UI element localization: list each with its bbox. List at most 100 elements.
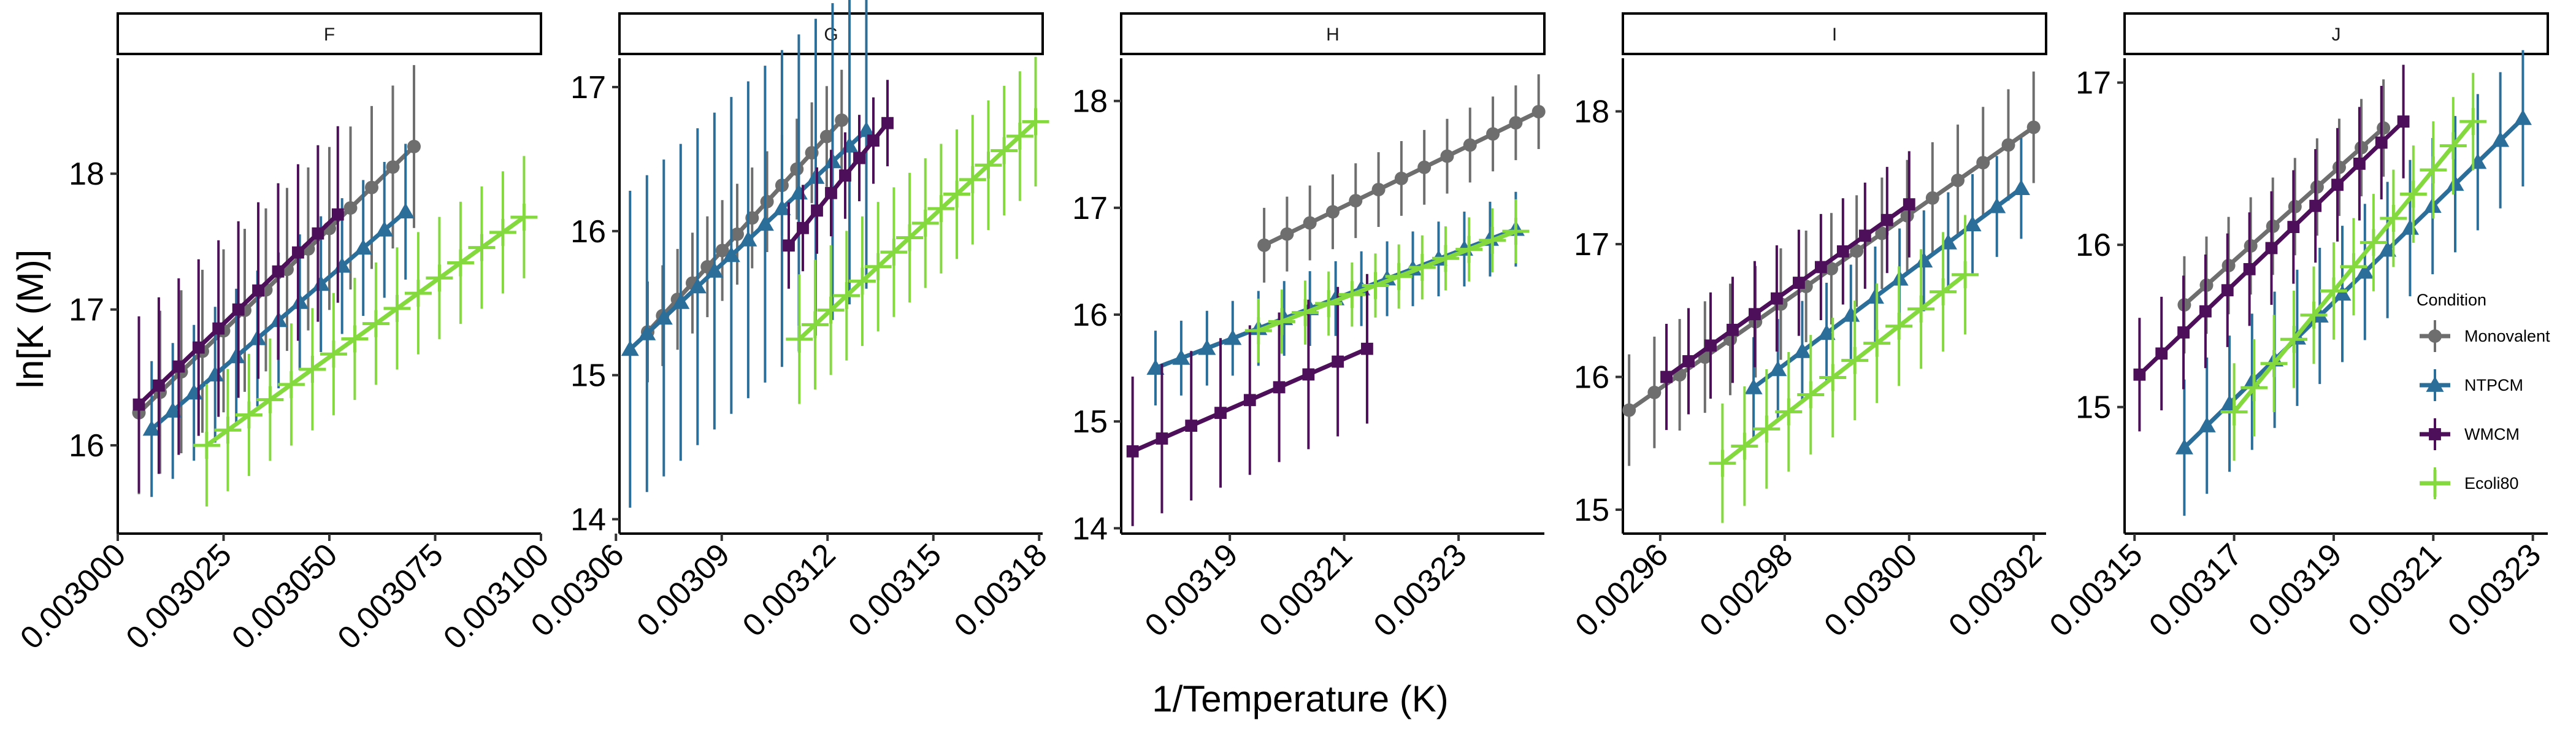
data-point [1727,323,1739,336]
panel-G: G141516170.003060.003090.003120.003150.0… [524,0,1054,643]
data-point [1824,262,1838,276]
legend-entry-ecoli80: Ecoli80 [2420,467,2519,499]
data-point [1349,194,1363,208]
x-tick-label: 0.00315 [2043,537,2150,643]
y-tick-label: 14 [570,502,606,538]
data-point [172,360,185,373]
data-point [1951,174,1965,188]
data-point [1885,312,1913,340]
x-tick-label: 0.00309 [630,537,737,643]
data-point [2340,253,2367,280]
data-point [760,194,774,209]
data-point [396,202,415,219]
y-tick-label: 17 [69,293,104,328]
series-ecoli80 [193,156,538,507]
data-point [730,227,744,241]
data-point [739,231,757,247]
fit-line [1665,202,1911,379]
data-point [2266,219,2280,233]
data-point [2356,263,2374,279]
series-monovalent [1622,71,2041,466]
legend-key-marker [2421,470,2448,497]
data-point [2198,416,2216,432]
data-point [1925,191,1939,205]
data-point [235,401,263,429]
data-point [638,324,656,340]
data-point [312,275,330,291]
data-point [823,152,841,169]
data-point [132,398,145,411]
data-point [365,180,378,194]
data-point [1915,251,1933,268]
data-point [1900,209,1914,223]
data-point [2375,136,2388,149]
data-point [825,186,837,199]
data-point [1408,254,1436,282]
data-point [857,121,876,137]
data-point [1338,281,1366,309]
facet-label: H [1326,25,1340,45]
data-point [1303,216,1317,230]
x-tick-label: 0.003100 [437,537,556,656]
facet-strip [1120,12,1546,55]
y-tick-label: 17 [570,70,606,105]
data-point [1775,398,1803,426]
data-point [2320,277,2347,305]
y-tick-label: 16 [1574,360,1609,396]
data-point [2310,180,2324,194]
data-point [1903,198,1915,211]
x-tick-label: 0.00300 [1817,537,1924,643]
data-point [1146,359,1165,375]
panel-H: H 14 15 16 17 18 0.00319 0.00321 0.00323 [1072,12,1546,643]
data-point [1394,171,1408,185]
data-point [2377,121,2391,135]
data-point [2280,326,2307,353]
data-point [1126,445,1139,458]
data-point [404,280,432,307]
series-wmcm [132,126,344,493]
data-point [2012,179,2030,196]
series-ecoli80 [1244,199,1530,363]
data-point [1326,205,1340,219]
data-point [1531,105,1546,119]
legend-label: Monovalent [2464,327,2550,345]
data-point [1863,329,1891,357]
data-point [1371,183,1386,197]
data-point [1858,229,1871,242]
data-point [142,420,161,436]
data-point [272,265,285,278]
data-point [2199,305,2212,318]
y-axis-title: ln[K (M)] [10,250,51,389]
data-point [790,162,804,176]
data-point [1731,432,1758,460]
y-tick-label: 15 [1574,493,1609,528]
data-point [2175,439,2193,454]
data-point [2243,263,2256,275]
data-point [1682,355,1695,367]
y-tick-label: 16 [69,428,104,464]
x-tick-label: 0.00312 [736,537,843,643]
data-point [2439,132,2467,159]
data-point [1792,277,1805,289]
facet-strip [117,12,542,55]
data-point [214,416,242,444]
data-point [2399,180,2427,208]
series-ntpcm [621,0,876,508]
data-point [1302,368,1315,381]
data-point [959,166,986,193]
legend-key-marker [2428,329,2442,343]
data-point [881,117,894,129]
data-point [839,169,851,182]
data-point [880,239,908,266]
data-point [362,310,389,337]
data-point [1814,261,1827,274]
data-point [1479,226,1506,254]
data-point [705,262,724,278]
series-wmcm [1660,151,1915,431]
legend-keys: Monovalent NTPCM WMCM Ecoli80 [2420,320,2550,499]
data-point [819,129,834,144]
facet-label: G [824,25,838,45]
panels-layer: F1617180.0030000.0030250.0030500.0030750… [13,0,2549,656]
data-point [786,325,813,353]
data-point [797,221,809,234]
